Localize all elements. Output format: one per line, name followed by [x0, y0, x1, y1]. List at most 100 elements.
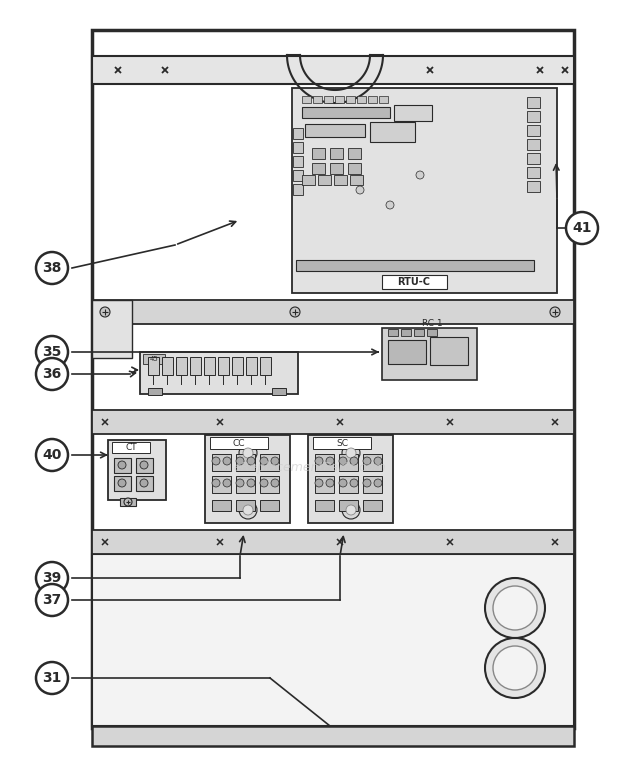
Bar	[236, 476, 255, 493]
Bar	[114, 476, 131, 491]
Text: 35: 35	[42, 345, 61, 359]
Bar	[92, 30, 574, 728]
Circle shape	[260, 457, 268, 465]
Circle shape	[36, 562, 68, 594]
Bar	[382, 328, 477, 380]
Bar	[382, 275, 447, 289]
Circle shape	[239, 501, 257, 519]
Bar	[302, 175, 315, 185]
Bar	[136, 458, 153, 473]
Circle shape	[566, 212, 598, 244]
Circle shape	[118, 461, 126, 469]
Bar	[527, 153, 540, 164]
Circle shape	[485, 578, 545, 638]
Bar	[370, 122, 415, 142]
Bar	[232, 357, 243, 375]
Text: CC: CC	[232, 439, 246, 447]
Bar	[212, 476, 231, 493]
Circle shape	[271, 457, 279, 465]
Circle shape	[350, 457, 358, 465]
Bar	[427, 329, 437, 336]
Bar	[236, 500, 255, 511]
Circle shape	[140, 461, 148, 469]
Circle shape	[271, 479, 279, 487]
Circle shape	[36, 252, 68, 284]
Bar	[136, 476, 153, 491]
Bar	[246, 357, 257, 375]
Circle shape	[212, 479, 220, 487]
Bar	[120, 498, 136, 506]
Bar	[312, 163, 325, 174]
Bar	[293, 184, 303, 195]
Bar	[414, 329, 424, 336]
Circle shape	[36, 358, 68, 390]
Bar	[324, 96, 333, 103]
Bar	[260, 454, 279, 471]
Bar	[92, 300, 574, 324]
Bar	[92, 530, 574, 554]
Bar	[346, 96, 355, 103]
Circle shape	[350, 479, 358, 487]
Bar	[527, 97, 540, 108]
Bar	[527, 111, 540, 122]
Circle shape	[550, 307, 560, 317]
Bar	[394, 105, 432, 121]
Bar	[140, 352, 298, 394]
Bar	[162, 357, 173, 375]
Circle shape	[124, 498, 132, 506]
Circle shape	[236, 457, 244, 465]
Bar	[312, 148, 325, 159]
Bar	[296, 260, 534, 271]
Bar	[293, 128, 303, 139]
Circle shape	[118, 479, 126, 487]
Bar	[212, 500, 231, 511]
Bar	[204, 357, 215, 375]
Text: 45: 45	[149, 356, 158, 362]
Circle shape	[493, 586, 537, 630]
Circle shape	[100, 307, 110, 317]
Text: eReplacementParts.com: eReplacementParts.com	[234, 461, 386, 474]
Circle shape	[36, 336, 68, 368]
Bar	[148, 357, 159, 375]
Bar	[260, 357, 271, 375]
Bar	[430, 337, 468, 365]
Bar	[292, 88, 557, 293]
Bar	[210, 437, 268, 449]
Bar	[205, 435, 290, 523]
Text: SC: SC	[336, 439, 348, 447]
Bar	[330, 148, 343, 159]
Bar	[92, 56, 574, 84]
Circle shape	[363, 479, 371, 487]
Circle shape	[356, 186, 364, 194]
Circle shape	[493, 646, 537, 690]
Circle shape	[223, 479, 231, 487]
Bar	[368, 96, 377, 103]
Bar	[339, 500, 358, 511]
Bar	[92, 554, 574, 726]
Bar	[527, 167, 540, 178]
Bar	[302, 96, 311, 103]
Circle shape	[315, 457, 323, 465]
Bar	[302, 107, 390, 118]
Bar	[363, 500, 382, 511]
Bar	[315, 500, 334, 511]
Text: 38: 38	[42, 261, 61, 275]
Circle shape	[342, 444, 360, 462]
Bar	[92, 300, 132, 358]
Circle shape	[236, 479, 244, 487]
Circle shape	[342, 501, 360, 519]
Circle shape	[140, 479, 148, 487]
Bar	[143, 354, 165, 364]
Circle shape	[223, 457, 231, 465]
Text: RC 1: RC 1	[422, 319, 442, 329]
Circle shape	[416, 171, 424, 179]
Text: 40: 40	[42, 448, 61, 462]
Circle shape	[346, 505, 356, 515]
Bar	[112, 442, 150, 453]
Circle shape	[260, 479, 268, 487]
Circle shape	[243, 505, 253, 515]
Bar	[308, 435, 393, 523]
Bar	[108, 440, 166, 500]
Bar	[212, 454, 231, 471]
Bar	[260, 476, 279, 493]
